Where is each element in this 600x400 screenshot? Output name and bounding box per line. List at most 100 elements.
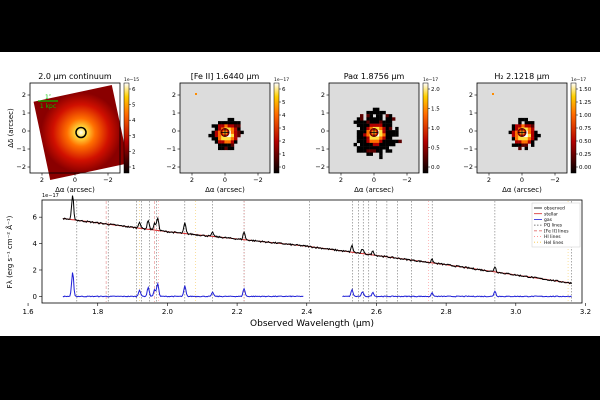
map-y-tick-label: 1: [172, 109, 176, 117]
colorbar-tick-label: 0.5: [431, 146, 440, 152]
emission-map: [353, 107, 402, 160]
x-tick-label: 2.8: [441, 308, 452, 316]
colorbar-tick-label: 5: [132, 103, 136, 109]
colorbar-exponent: 1e−17: [423, 77, 438, 83]
legend-label: observed: [544, 206, 565, 212]
colorbar-tick-label: 0.75: [579, 126, 592, 132]
map-y-tick-label: −1: [315, 145, 325, 153]
spectrum-panel: 1.6 1.8 2.0 2.2 2.4 2.6 2.8 3.0 3.2 0 2 4 6 1e−17 Ob…: [5, 193, 591, 329]
x-tick-label: 3.0: [510, 308, 521, 316]
map-y-tick-label: 1: [321, 109, 325, 117]
colorbar-tick-label: 0.00: [579, 165, 592, 171]
y-tick-label: 6: [33, 214, 38, 222]
legend-label: gas: [544, 218, 553, 223]
map-y-tick-label: −1: [166, 145, 176, 153]
legend-label: [Fe II] lines: [544, 228, 569, 234]
x-tick-label: 3.2: [580, 308, 591, 316]
colorbar-tick-label: 2.0: [431, 87, 440, 93]
map-y-tick-label: −1: [16, 145, 26, 153]
map-y-tick-label: 2: [172, 91, 176, 99]
colorbar-tick-label: 1.50: [579, 87, 592, 93]
x-tick-label: 2.6: [371, 308, 383, 316]
map-x-tick-label: −2: [550, 176, 560, 184]
isolated-pixel: [492, 93, 494, 95]
map-panel-3: Paα 1.8756 μm 2 0 −2 Δα (arcsec) 2 1 0 −1 −2 1e−17…: [315, 72, 440, 194]
colorbar-tick-label: 1: [282, 152, 286, 158]
spectrum-y-exponent: 1e−17: [42, 193, 59, 199]
y-tick-label: 0: [33, 293, 37, 301]
colorbar-tick-label: 6: [132, 87, 136, 93]
colorbar-tick-label: 0.25: [579, 152, 592, 158]
map-panels: 1″ 1 kpc 2.0 μm continuum 2 0 −2 Δα (arcsec) 2 1…: [7, 72, 592, 194]
nucleus-marker: [75, 126, 87, 139]
colorbar-tick-label: 1.25: [579, 100, 592, 106]
map-panel-2: [Fe II] 1.6440 μm 2 0 −2 Δα (arcsec) 2 1 0 −1 −2 1…: [166, 72, 289, 194]
colorbar-tick-label: 0.50: [579, 139, 592, 145]
map-x-tick-label: 0: [223, 176, 227, 184]
map-x-tick-label: 2: [40, 176, 44, 184]
map-y-label: Δδ (arcsec): [7, 108, 15, 148]
legend-label: stellar: [544, 211, 558, 217]
colorbar-tick-label: 3: [282, 126, 286, 132]
map-x-label: Δα (arcsec): [205, 186, 245, 194]
spectrum-y-label: Fλ (erg s⁻¹ cm⁻² Å⁻¹): [5, 215, 14, 288]
map-x-label: Δα (arcsec): [354, 186, 394, 194]
colorbar-tick-label: 1.00: [579, 113, 592, 119]
map-y-tick-label: 1: [469, 109, 473, 117]
colorbar-tick-label: 1.5: [431, 107, 440, 113]
map-x-tick-label: 0: [520, 176, 524, 184]
colorbar: [422, 82, 429, 174]
map-y-tick-label: 0: [22, 127, 26, 135]
spectrum-axes-frame: [41, 199, 583, 304]
map-x-tick-label: 2: [487, 176, 491, 184]
map-title: 2.0 μm continuum: [38, 72, 112, 81]
map-y-tick-label: 2: [22, 91, 26, 99]
x-tick-label: 1.8: [92, 308, 103, 316]
scale-bar-arcsec: 1″: [45, 94, 52, 101]
map-x-tick-label: 2: [190, 176, 194, 184]
legend-label: PQ lines: [544, 223, 563, 229]
colorbar-tick-label: 6: [282, 87, 286, 93]
colorbar-tick-label: 0: [282, 165, 286, 171]
series-line-gas: [62, 272, 572, 298]
x-tick-label: 1.6: [22, 308, 34, 316]
x-tick-label: 2.4: [301, 308, 313, 316]
colorbar-tick-label: 1.0: [431, 126, 440, 132]
colorbar-exponent: 1e−17: [571, 77, 586, 83]
map-x-tick-label: −2: [103, 176, 113, 184]
isolated-pixel: [195, 93, 197, 95]
map-x-tick-label: −2: [402, 176, 412, 184]
map-y-tick-label: 0: [172, 127, 176, 135]
map-x-label: Δα (arcsec): [55, 186, 95, 194]
map-x-tick-label: 2: [339, 176, 343, 184]
legend-label: HI lines: [544, 234, 561, 240]
map-y-tick-label: 0: [469, 127, 473, 135]
colorbar-tick-label: 5: [282, 100, 286, 106]
colorbar-tick-label: 4: [132, 118, 136, 124]
map-y-tick-label: −2: [166, 163, 176, 171]
spectrum-x-label: Observed Wavelength (μm): [250, 319, 374, 329]
scale-bar-kpc: 1 kpc: [40, 103, 56, 110]
colorbar-exponent: 1e−15: [124, 77, 139, 83]
colorbar-tick-label: 1: [132, 165, 136, 171]
x-tick-label: 2.0: [162, 308, 173, 316]
map-panel-1: 1″ 1 kpc 2.0 μm continuum 2 0 −2 Δα (arcsec) 2 1…: [7, 72, 139, 194]
map-y-tick-label: −2: [463, 163, 473, 171]
map-x-tick-label: −2: [253, 176, 263, 184]
colorbar-exponent: 1e−17: [274, 77, 289, 83]
y-tick-label: 4: [33, 240, 38, 248]
map-y-tick-label: 1: [22, 109, 26, 117]
continuum-image: [33, 85, 129, 180]
colorbar: [570, 82, 577, 174]
map-y-tick-label: −1: [463, 145, 473, 153]
colorbar-tick-label: 4: [282, 113, 286, 119]
map-x-tick-label: 0: [372, 176, 376, 184]
map-x-label: Δα (arcsec): [502, 186, 542, 194]
colorbar-tick-label: 3: [132, 134, 136, 140]
map-y-tick-label: −2: [315, 163, 325, 171]
colorbar: [123, 82, 130, 174]
colorbar: [273, 82, 280, 174]
map-x-tick-label: 0: [73, 176, 77, 184]
series-line-observed: [62, 195, 572, 285]
